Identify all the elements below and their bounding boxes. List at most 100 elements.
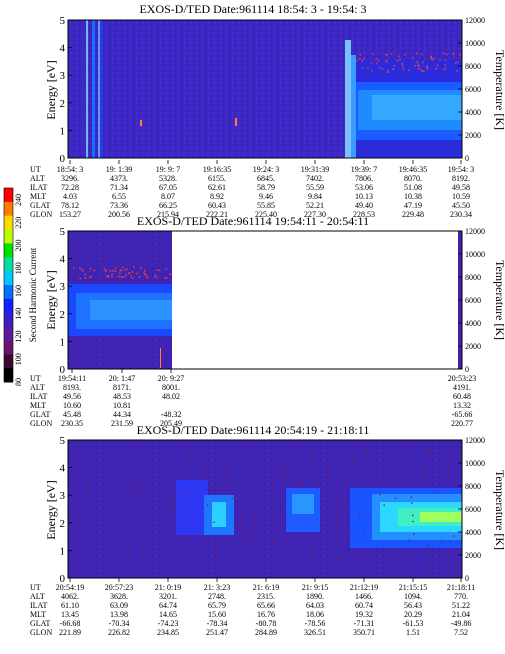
temperature-point	[356, 477, 358, 479]
orbit-cell: 60.43	[208, 201, 226, 210]
temperature-point	[256, 569, 259, 571]
colorbar-tick-label: 100	[14, 353, 23, 365]
temperature-point	[240, 522, 242, 524]
panel-1-stripe	[101, 20, 103, 158]
temperature-point	[417, 63, 419, 65]
temperature-point	[165, 277, 168, 279]
orbit-cell: 72.28	[61, 183, 79, 192]
orbit-cell: 9.46	[259, 192, 273, 201]
temperature-point	[394, 497, 397, 499]
orbit-cell: 47.19	[404, 201, 422, 210]
temperature-point	[143, 271, 145, 274]
orbit-cell: 21: 9:15	[302, 583, 328, 592]
orbit-cell: 19: 9: 7	[156, 165, 180, 174]
temperature-point	[356, 59, 358, 62]
temperature-point	[406, 464, 408, 466]
temperature-point	[79, 277, 81, 280]
orbit-cell: 16.76	[257, 610, 275, 619]
temperature-point	[112, 270, 114, 272]
orbit-row-label: GLAT	[30, 410, 51, 419]
temperature-point	[138, 276, 141, 278]
orbit-cell: 2748.	[208, 592, 226, 601]
temperature-point	[211, 488, 213, 490]
orbit-cell: 9.84	[308, 192, 322, 201]
orbit-row-label: ILAT	[30, 601, 47, 610]
temperature-point	[444, 64, 446, 66]
temperature-point	[214, 544, 216, 546]
orbit-row-label: UT	[30, 583, 41, 592]
temperature-point	[252, 527, 254, 530]
orbit-cell: 48.02	[162, 392, 180, 401]
temperature-point	[334, 517, 337, 519]
temperature-point	[371, 70, 373, 72]
temperature-point	[133, 526, 135, 529]
orbit-cell: 20: 1:47	[109, 374, 135, 383]
orbit-cell: 3628.	[110, 592, 128, 601]
ytick-label: 5	[60, 226, 66, 238]
orbit-cell: -80.78	[256, 619, 277, 628]
temperature-point	[109, 270, 112, 272]
ytick-right-label: 2000	[465, 131, 481, 140]
orbit-cell: 1.51	[406, 628, 420, 637]
orbit-cell: 45.48	[63, 410, 81, 419]
temperature-point	[367, 514, 369, 517]
temperature-point	[364, 448, 367, 451]
colorbar-swatch	[4, 354, 13, 369]
orbit-cell: 7402.	[306, 174, 324, 183]
panel-3-yaxis: 0 1 2 3 4 5	[60, 435, 72, 585]
temperature-point	[370, 62, 373, 64]
orbit-cell: 10.60	[63, 401, 81, 410]
orbit-cell: 1094.	[404, 592, 422, 601]
orbit-cell: 8.07	[161, 192, 175, 201]
temperature-point	[127, 523, 129, 526]
orbit-cell: -66.68	[60, 619, 81, 628]
panel-1-title: EXOS-D/TED Date:961114 18:54: 3 - 19:54:…	[139, 2, 366, 16]
temperature-point	[372, 465, 374, 467]
orbit-cell: 1890.	[306, 592, 324, 601]
ytick-label: 0	[60, 573, 66, 585]
ytick-right-label: 10000	[465, 39, 485, 48]
temperature-point	[390, 53, 393, 55]
ytick-label: 0	[60, 364, 66, 376]
ytick-label: 1	[60, 336, 66, 348]
temperature-point	[235, 523, 238, 525]
orbit-row-label: ALT	[30, 592, 45, 601]
temperature-point	[431, 58, 433, 61]
panel-1-yaxis: 0 1 2 3 4 5	[60, 15, 72, 165]
temperature-point	[401, 63, 404, 66]
temperature-point	[325, 475, 327, 477]
orbit-cell: 8171.	[113, 383, 131, 392]
temperature-point	[89, 276, 91, 279]
temperature-point	[81, 268, 83, 271]
temperature-point	[135, 453, 137, 456]
temperature-point	[118, 275, 120, 278]
orbit-cell: 60.74	[355, 601, 373, 610]
temperature-point	[439, 58, 441, 61]
temperature-point	[433, 57, 435, 59]
temperature-point	[444, 67, 447, 69]
orbit-cell: 326.51	[304, 628, 326, 637]
orbit-cell: 4062.	[61, 592, 79, 601]
orbit-cell: 220.77	[451, 419, 473, 428]
orbit-cell: 153.27	[59, 210, 81, 219]
temperature-point	[430, 55, 432, 57]
temperature-point	[379, 67, 381, 69]
ytick-right-label: 10000	[465, 250, 485, 259]
temperature-point	[339, 518, 342, 520]
temperature-point	[176, 503, 178, 505]
temperature-point	[121, 563, 124, 565]
temperature-point	[356, 568, 358, 570]
temperature-point	[83, 459, 86, 462]
ytick-right-label: 8000	[465, 273, 481, 282]
temperature-point	[359, 54, 361, 56]
ytick-right-label: 6000	[465, 85, 481, 94]
orbit-cell: 15.60	[208, 610, 226, 619]
orbit-row-label: ALT	[30, 383, 45, 392]
temperature-point	[86, 495, 88, 497]
temperature-point	[314, 562, 316, 564]
temperature-point	[378, 59, 380, 61]
panel-2: EXOS-D/TED Date:961114 19:54:11 - 20:54:…	[30, 214, 505, 428]
panel-3-band	[176, 480, 462, 548]
ytick-label: 5	[60, 435, 66, 447]
